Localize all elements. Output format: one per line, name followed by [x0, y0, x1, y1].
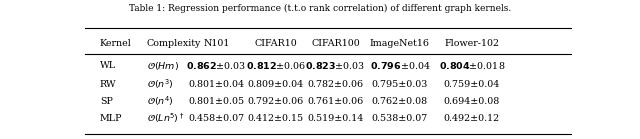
Text: CIFAR100: CIFAR100 [311, 39, 360, 48]
Text: Table 1: Regression performance (t.t.o rank correlation) of different graph kern: Table 1: Regression performance (t.t.o r… [129, 4, 511, 13]
Text: 0.492±0.12: 0.492±0.12 [444, 114, 500, 123]
Text: N101: N101 [204, 39, 230, 48]
Text: 0.412±0.15: 0.412±0.15 [248, 114, 304, 123]
Text: Kernel: Kernel [100, 39, 132, 48]
Text: 0.458±0.07: 0.458±0.07 [188, 114, 244, 123]
Text: Flower-102: Flower-102 [444, 39, 499, 48]
Text: CIFAR10: CIFAR10 [255, 39, 298, 48]
Text: $\mathcal{O}(n^3)$: $\mathcal{O}(n^3)$ [147, 77, 173, 91]
Text: MLP: MLP [100, 114, 122, 123]
Text: $\mathbf{0.812}$±0.06: $\mathbf{0.812}$±0.06 [246, 60, 306, 71]
Text: 0.801±0.04: 0.801±0.04 [188, 80, 244, 89]
Text: 0.519±0.14: 0.519±0.14 [307, 114, 364, 123]
Text: SP: SP [100, 97, 113, 106]
Text: 0.809±0.04: 0.809±0.04 [248, 80, 304, 89]
Text: $\mathbf{0.796}$±0.04: $\mathbf{0.796}$±0.04 [369, 60, 430, 71]
Text: $\mathcal{O}(Hm)$: $\mathcal{O}(Hm)$ [147, 60, 179, 72]
Text: RW: RW [100, 80, 116, 89]
Text: 0.759±0.04: 0.759±0.04 [444, 80, 500, 89]
Text: Complexity: Complexity [147, 39, 202, 48]
Text: 0.792±0.06: 0.792±0.06 [248, 97, 304, 106]
Text: $\mathcal{O}(Ln^5)^\dagger$: $\mathcal{O}(Ln^5)^\dagger$ [147, 112, 184, 125]
Text: WL: WL [100, 61, 116, 70]
Text: 0.538±0.07: 0.538±0.07 [372, 114, 428, 123]
Text: ImageNet16: ImageNet16 [370, 39, 430, 48]
Text: $\mathbf{0.862}$±0.03: $\mathbf{0.862}$±0.03 [186, 60, 246, 71]
Text: 0.782±0.06: 0.782±0.06 [307, 80, 364, 89]
Text: 0.795±0.03: 0.795±0.03 [372, 80, 428, 89]
Text: 0.694±0.08: 0.694±0.08 [444, 97, 500, 106]
Text: $\mathcal{O}(n^4)$: $\mathcal{O}(n^4)$ [147, 94, 173, 108]
Text: $\mathbf{0.823}$±0.03: $\mathbf{0.823}$±0.03 [305, 60, 365, 71]
Text: 0.801±0.05: 0.801±0.05 [188, 97, 244, 106]
Text: 0.761±0.06: 0.761±0.06 [307, 97, 364, 106]
Text: 0.762±0.08: 0.762±0.08 [372, 97, 428, 106]
Text: $\mathbf{0.804}$±0.018: $\mathbf{0.804}$±0.018 [438, 60, 505, 71]
